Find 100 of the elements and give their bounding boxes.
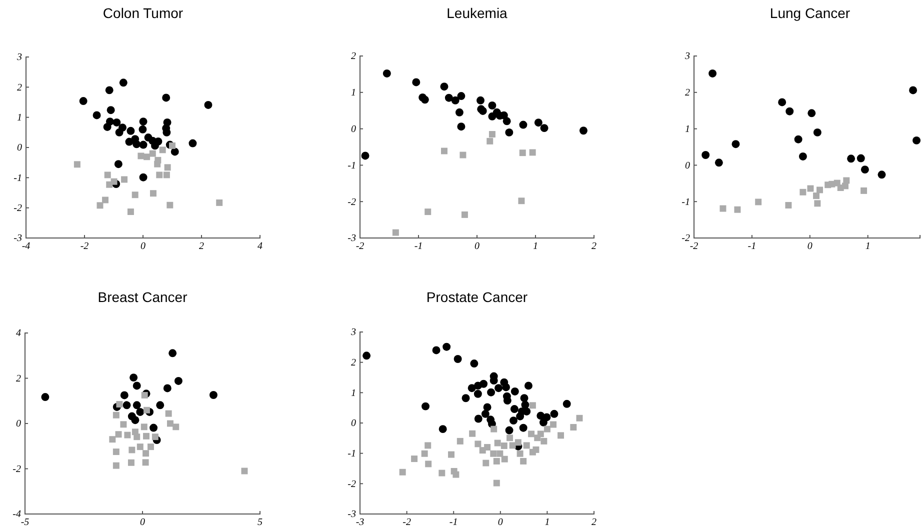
point: [132, 428, 138, 436]
point: [460, 152, 466, 158]
point: [542, 413, 551, 422]
point: [550, 410, 558, 418]
y-tick-label: -3: [14, 233, 22, 244]
point: [139, 140, 148, 149]
point: [807, 185, 814, 192]
point: [529, 149, 536, 156]
point: [481, 410, 490, 418]
x-tick-label: -1: [748, 241, 756, 252]
point: [537, 430, 544, 438]
y-tick-label: 0: [351, 418, 356, 430]
point: [103, 123, 112, 131]
x-tick-label: 0: [140, 517, 145, 528]
point: [708, 69, 717, 78]
point: [514, 439, 522, 446]
point: [444, 94, 453, 102]
point: [469, 430, 476, 437]
x-tick-label: 5: [258, 517, 262, 528]
point: [488, 131, 496, 138]
x-tick-label: -1: [449, 517, 458, 528]
point: [139, 173, 148, 182]
y-tick-label: -2: [348, 478, 356, 490]
point: [474, 414, 482, 423]
point: [734, 206, 741, 213]
point: [847, 154, 856, 163]
y-tick-label: 2: [17, 82, 22, 94]
x-tick-label: -5: [20, 517, 30, 528]
x-tick-label: 1: [865, 241, 870, 252]
point: [170, 148, 179, 156]
point: [143, 406, 150, 414]
x-tick-label: -1: [414, 241, 423, 252]
point: [516, 450, 524, 457]
point: [168, 349, 177, 358]
point: [102, 196, 109, 204]
point: [112, 448, 120, 456]
y-tick-label: 1: [351, 88, 356, 99]
point: [794, 135, 802, 144]
x-tick-label: 0: [498, 517, 503, 528]
y-tick-label: 3: [350, 327, 356, 338]
point: [92, 111, 101, 120]
point: [732, 140, 740, 148]
point: [800, 188, 806, 196]
point: [152, 434, 158, 440]
point: [455, 108, 464, 116]
x-tick-label: 1: [544, 517, 550, 528]
chart-title: Colon Tumor: [102, 5, 184, 21]
point: [505, 426, 514, 434]
point: [576, 414, 583, 422]
point: [540, 124, 548, 132]
x-tick-label: 2: [592, 241, 596, 252]
point: [424, 208, 432, 216]
point: [912, 136, 921, 144]
point: [188, 139, 197, 148]
y-tick-label: -1: [348, 448, 356, 460]
point: [490, 426, 498, 432]
point: [163, 172, 170, 178]
point: [154, 160, 161, 168]
point: [162, 94, 170, 102]
point: [550, 421, 557, 428]
point: [808, 109, 816, 118]
point: [141, 392, 148, 398]
point: [520, 458, 527, 464]
point: [813, 128, 822, 136]
point: [493, 480, 500, 486]
point: [110, 178, 118, 185]
point: [149, 150, 156, 157]
chart-title: Lung Cancer: [770, 5, 850, 21]
point: [579, 126, 588, 135]
point: [209, 391, 218, 399]
x-tick-label: 2: [199, 241, 204, 252]
point: [169, 142, 176, 149]
point: [165, 410, 172, 417]
point: [501, 456, 508, 462]
point: [79, 97, 88, 106]
point: [204, 100, 212, 109]
point: [143, 432, 150, 440]
point: [486, 138, 494, 144]
x-tick-label: -2: [80, 241, 89, 252]
point: [138, 152, 144, 160]
point: [138, 125, 147, 134]
point: [41, 393, 50, 402]
point: [136, 408, 144, 416]
point: [432, 346, 440, 354]
point: [509, 442, 516, 449]
point: [132, 192, 138, 198]
x-tick-label: 0: [140, 241, 146, 252]
point: [500, 442, 508, 449]
point: [116, 401, 123, 408]
point: [448, 451, 454, 458]
point: [156, 401, 164, 410]
point: [562, 400, 571, 408]
point: [456, 438, 464, 444]
point: [142, 450, 150, 457]
point: [474, 440, 482, 448]
y-tick-label: -1: [14, 172, 22, 184]
point: [132, 401, 141, 410]
point: [480, 380, 488, 388]
point: [856, 154, 865, 162]
x-tick-label: 4: [258, 241, 262, 252]
